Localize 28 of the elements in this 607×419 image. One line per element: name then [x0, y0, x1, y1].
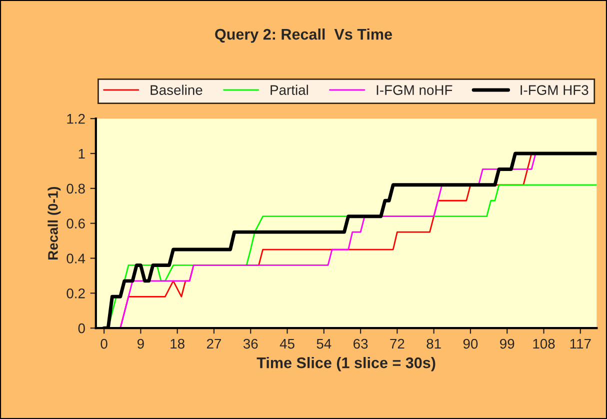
y-tick-label: 1	[78, 148, 85, 159]
x-tick-label: 72	[390, 338, 404, 349]
legend-label: I-FGM HF3	[520, 85, 588, 95]
y-tick-label: 0.4	[66, 254, 86, 264]
x-tick-label: 0	[100, 338, 108, 349]
x-tick-label: 45	[280, 339, 294, 349]
x-tick-label: 18	[170, 338, 184, 349]
x-tick-label: 63	[354, 338, 368, 349]
legend-label: I-FGM noHF	[376, 85, 452, 95]
y-tick-label: 1.2	[67, 114, 85, 124]
x-tick-label: 99	[500, 338, 514, 349]
x-tick-label: 117	[570, 339, 591, 349]
x-tick-label: 36	[243, 338, 258, 349]
chart-title: Query 2: Recall Vs Time	[215, 28, 392, 43]
x-tick-label: 9	[137, 338, 144, 349]
x-tick-label: 108	[533, 338, 555, 349]
legend-label: Partial	[270, 84, 308, 95]
y-tick-label: 0.8	[66, 184, 85, 194]
x-tick-label: 54	[316, 339, 332, 349]
x-axis-title: Time Slice (1 slice = 30s)	[256, 356, 436, 372]
y-tick-label: 0.6	[66, 218, 85, 228]
y-axis-title: Recall (0-1)	[48, 186, 61, 260]
legend-label: Baseline	[150, 84, 202, 95]
x-tick-label: 27	[206, 338, 222, 349]
y-tick-label: 0.2	[66, 288, 85, 298]
x-tick-label: 81	[426, 338, 441, 349]
x-tick-label: 90	[463, 338, 478, 349]
y-tick-label: 0	[78, 323, 85, 334]
